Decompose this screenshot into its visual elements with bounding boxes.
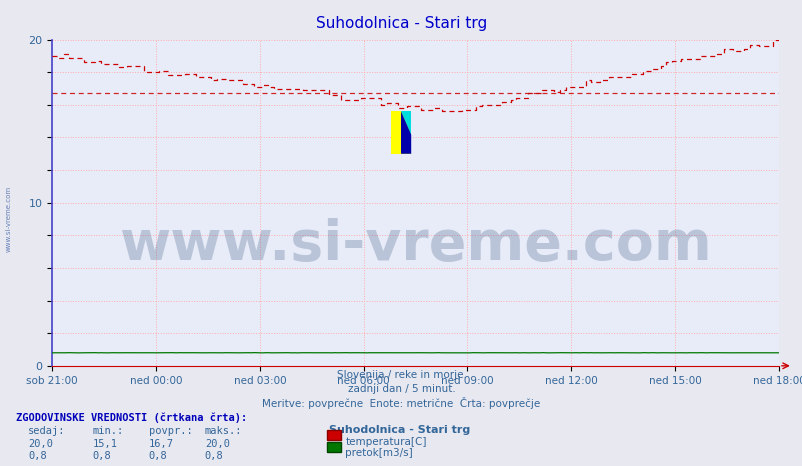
Text: sedaj:: sedaj:	[28, 426, 66, 436]
Text: Slovenija / reke in morje.: Slovenija / reke in morje.	[336, 370, 466, 380]
Text: zadnji dan / 5 minut.: zadnji dan / 5 minut.	[347, 384, 455, 393]
Text: 20,0: 20,0	[28, 439, 53, 449]
Text: Suhodolnica - Stari trg: Suhodolnica - Stari trg	[315, 16, 487, 31]
Text: 20,0: 20,0	[205, 439, 229, 449]
Text: Suhodolnica - Stari trg: Suhodolnica - Stari trg	[329, 425, 470, 435]
Text: 0,8: 0,8	[148, 451, 167, 461]
Text: 0,8: 0,8	[92, 451, 111, 461]
Text: www.si-vreme.com: www.si-vreme.com	[6, 186, 11, 252]
Text: Meritve: povprečne  Enote: metrične  Črta: povprečje: Meritve: povprečne Enote: metrične Črta:…	[262, 397, 540, 409]
Polygon shape	[400, 111, 411, 135]
Text: 0,8: 0,8	[28, 451, 47, 461]
Bar	[391, 111, 411, 154]
Text: min.:: min.:	[92, 426, 124, 436]
Polygon shape	[400, 111, 411, 154]
Text: ZGODOVINSKE VREDNOSTI (črtkana črta):: ZGODOVINSKE VREDNOSTI (črtkana črta):	[16, 412, 247, 423]
Text: povpr.:: povpr.:	[148, 426, 192, 436]
Text: pretok[m3/s]: pretok[m3/s]	[345, 448, 412, 458]
Text: www.si-vreme.com: www.si-vreme.com	[119, 218, 711, 272]
Text: 0,8: 0,8	[205, 451, 223, 461]
Text: maks.:: maks.:	[205, 426, 242, 436]
Text: 16,7: 16,7	[148, 439, 173, 449]
Text: 15,1: 15,1	[92, 439, 117, 449]
Text: temperatura[C]: temperatura[C]	[345, 437, 426, 446]
